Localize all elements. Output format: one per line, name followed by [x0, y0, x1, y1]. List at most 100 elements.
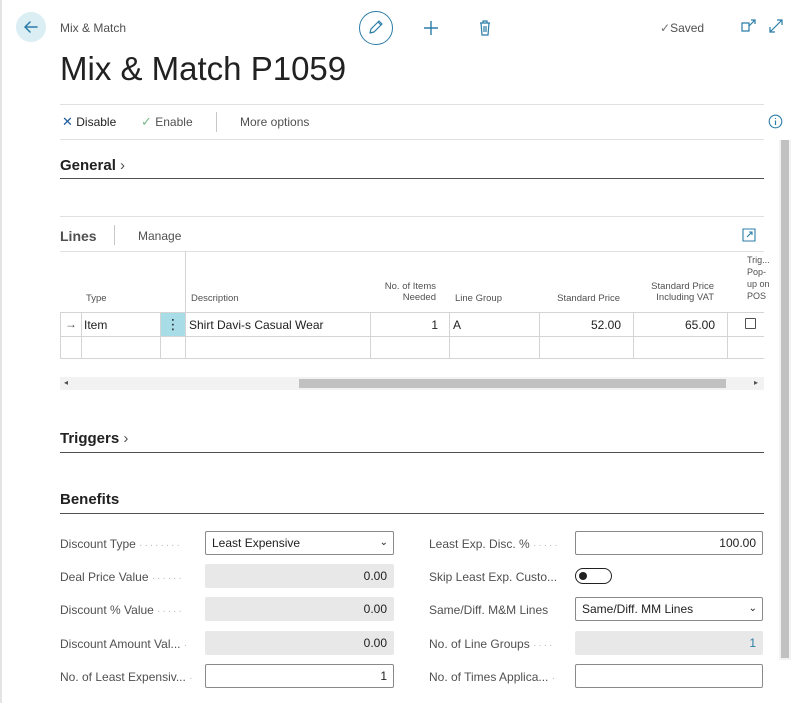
col-trigger-line4: POS — [747, 291, 767, 301]
grid-vline — [370, 312, 371, 358]
row-line-group-cell[interactable]: A — [453, 318, 462, 332]
same-diff-select[interactable]: Same/Diff. MM Lines ⌄ — [575, 597, 763, 621]
discount-amount-label: Discount Amount Val... · — [60, 637, 189, 651]
col-trigger-popup-header[interactable]: Trig... Pop- up on POS — [747, 254, 770, 302]
scroll-right-icon[interactable]: ▸ — [754, 378, 759, 387]
discount-pct-label: Discount % Value ····· — [60, 603, 184, 617]
open-new-window-button[interactable] — [739, 17, 757, 35]
info-button[interactable] — [768, 114, 783, 129]
lines-horizontal-scrollbar[interactable]: ◂ ▸ — [60, 377, 764, 390]
row-items-needed-cell[interactable]: 1 — [431, 318, 438, 332]
line-groups-label-text: No. of Line Groups — [429, 637, 530, 651]
col-standard-price-header[interactable]: Standard Price — [557, 293, 620, 304]
row-actions-button[interactable]: ⋮ — [161, 313, 185, 336]
line-groups-value[interactable]: 1 — [749, 636, 756, 650]
open-in-new-icon — [741, 19, 756, 32]
lines-top-divider — [60, 216, 764, 217]
least-exp-disc-field[interactable]: 100.00 — [575, 531, 763, 555]
benefits-divider — [60, 513, 764, 514]
saved-status: ✓Saved — [660, 21, 704, 35]
general-section-header[interactable]: General › — [60, 157, 125, 174]
col-trigger-line1: Trig... — [747, 255, 770, 265]
more-vertical-icon: ⋮ — [166, 316, 180, 332]
benefits-section-header[interactable]: Benefits — [60, 491, 120, 508]
least-exp-disc-label-text: Least Exp. Disc. % — [429, 537, 530, 551]
discount-pct-label-text: Discount % Value — [60, 603, 154, 617]
row-trigger-popup-checkbox[interactable] — [745, 318, 756, 329]
times-applicable-label-text: No. of Times Applica... — [429, 670, 549, 684]
skip-least-toggle[interactable] — [575, 568, 612, 584]
discount-type-label-text: Discount Type — [60, 537, 136, 551]
info-icon — [768, 114, 783, 129]
manage-button[interactable]: Manage — [138, 229, 182, 243]
leader-dots: ····· — [157, 606, 184, 617]
col-price-vat-header[interactable]: Standard Price Including VAT — [634, 281, 714, 303]
check-icon: ✓ — [660, 21, 671, 35]
page-scrollbar-thumb[interactable] — [781, 140, 789, 658]
enable-button[interactable]: ✓ Enable — [141, 114, 193, 130]
grid-vline — [81, 312, 82, 358]
row-standard-price-cell[interactable]: 52.00 — [590, 318, 621, 332]
leader-dots: ······ — [151, 573, 184, 584]
page-scrollbar[interactable] — [779, 140, 791, 660]
resize-icon — [742, 228, 756, 242]
disable-label: Disable — [76, 115, 117, 129]
triggers-title: Triggers — [60, 430, 120, 447]
col-items-needed-header[interactable]: No. of Items Needed — [370, 281, 436, 303]
leader-dots: · — [551, 673, 558, 684]
discount-amount-label-text: Discount Amount Val... — [60, 637, 181, 651]
triggers-divider — [60, 452, 764, 453]
grid-hline — [60, 312, 764, 313]
grid-hline — [60, 336, 764, 337]
disable-button[interactable]: ✕ Disable — [62, 114, 116, 130]
pencil-icon — [369, 20, 383, 34]
new-button[interactable] — [420, 17, 442, 39]
times-applicable-field[interactable] — [575, 664, 763, 688]
enable-label: Enable — [155, 115, 193, 129]
col-items-needed-line1: No. of Items — [384, 281, 436, 292]
col-trigger-line3: up on — [747, 279, 770, 289]
scroll-left-icon[interactable]: ◂ — [64, 378, 69, 387]
col-type-header[interactable]: Type — [86, 293, 107, 304]
arrow-left-icon — [23, 21, 38, 33]
row-price-vat-cell[interactable]: 65.00 — [684, 318, 715, 332]
triggers-section-header[interactable]: Triggers › — [60, 430, 128, 447]
lines-scrollbar-thumb[interactable] — [299, 379, 726, 388]
plus-icon — [424, 21, 438, 35]
saved-label: Saved — [670, 21, 705, 35]
grid-vline — [539, 312, 540, 358]
lines-title: Lines — [60, 228, 97, 244]
skip-least-label: Skip Least Exp. Custo... — [429, 570, 558, 584]
expand-lines-button[interactable] — [741, 227, 757, 243]
breadcrumb[interactable]: Mix & Match — [60, 21, 127, 35]
x-icon: ✕ — [62, 114, 73, 129]
more-options-button[interactable]: More options — [240, 115, 310, 129]
row-type-cell[interactable]: Item — [84, 318, 108, 332]
col-line-group-header[interactable]: Line Group — [455, 293, 503, 304]
delete-button[interactable] — [474, 17, 496, 39]
least-exp-count-field[interactable]: 1 — [205, 664, 394, 688]
line-groups-field: 1 — [575, 631, 763, 655]
back-button[interactable] — [16, 12, 46, 42]
leader-dots: · — [183, 640, 190, 651]
deal-price-field: 0.00 — [205, 564, 394, 588]
leader-dots: ···· — [533, 640, 555, 651]
discount-type-value: Least Expensive — [212, 536, 301, 550]
trash-icon — [480, 20, 490, 36]
grid-hline — [60, 358, 764, 359]
edit-button[interactable] — [359, 11, 393, 45]
discount-type-select[interactable]: Least Expensive ⌄ — [205, 531, 394, 555]
expand-button[interactable] — [767, 17, 785, 35]
col-price-vat-line2: Including VAT — [656, 292, 714, 303]
leader-dots: ········ — [139, 540, 182, 551]
deal-price-label: Deal Price Value ······ — [60, 570, 184, 584]
leader-dots: ····· — [533, 540, 560, 551]
grid-vline — [185, 251, 186, 359]
col-description-header[interactable]: Description — [191, 293, 239, 304]
discount-type-label: Discount Type ········ — [60, 537, 182, 551]
lines-divider — [114, 225, 115, 245]
grid-vline — [633, 312, 634, 358]
grid-vline — [160, 312, 161, 358]
row-description-cell[interactable]: Shirt Davi-s Casual Wear — [189, 318, 324, 332]
chevron-right-icon: › — [119, 430, 129, 447]
